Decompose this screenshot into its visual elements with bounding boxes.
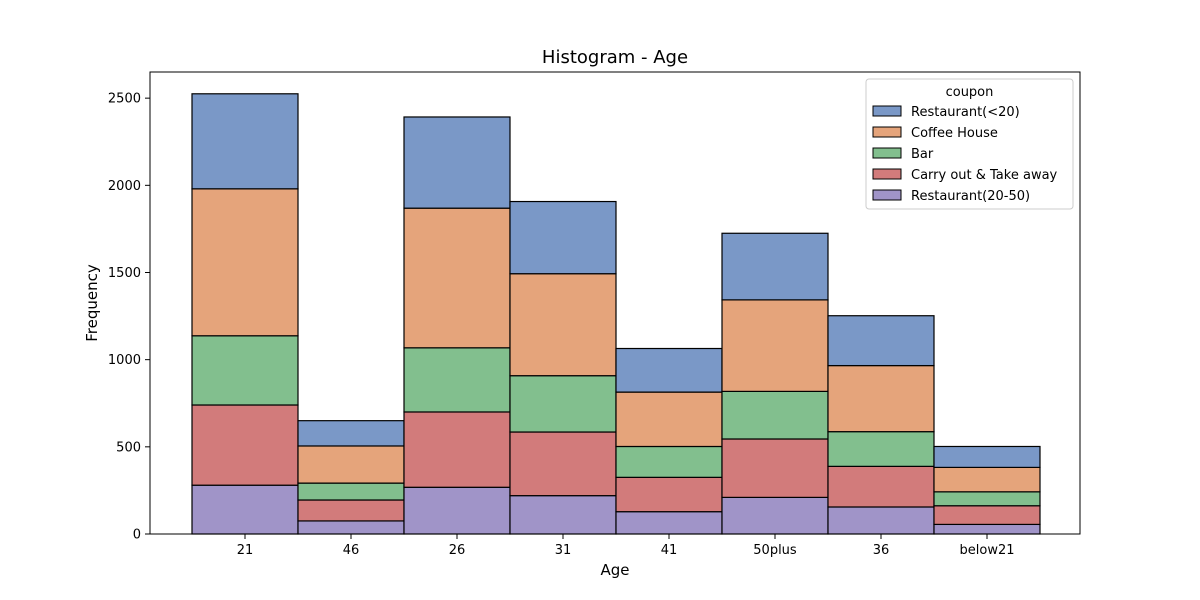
x-tick-label: 26 [449, 543, 466, 558]
bar-segment-46-1 [297, 499, 405, 522]
x-tick-label: 41 [661, 543, 678, 558]
x-tick-label: 31 [555, 543, 572, 558]
bar-segment-46-2 [297, 482, 405, 501]
bar-segment-41-3 [615, 391, 723, 448]
bar-segment-26-0 [403, 486, 511, 535]
bar-segment-50plus-2 [721, 390, 829, 440]
y-tick-label: 0 [133, 528, 141, 543]
bar-segment-41-0 [615, 511, 723, 535]
legend-label: Bar [911, 147, 934, 162]
bar-segment-36-1 [827, 465, 935, 508]
bar-segment-below21-4 [933, 445, 1041, 469]
bar-segment-21-0 [191, 484, 299, 535]
axes-group: 0 500 1000 1500 2000 2500 21 46 26 31 41 50plus 36 be… [108, 71, 1081, 558]
legend: coupon Restaurant(<20) Coffee House Bar Carr… [865, 78, 1074, 210]
bar-segment-21-3 [191, 188, 299, 337]
bar-segment-below21-2 [933, 491, 1041, 507]
x-tick-label: 50plus [753, 543, 797, 558]
bar-segment-26-4 [403, 116, 511, 209]
bar-segment-below21-0 [933, 523, 1041, 535]
bar-segment-46-3 [297, 445, 405, 484]
bar-segment-50plus-3 [721, 299, 829, 392]
legend-label: Restaurant(20-50) [911, 189, 1030, 204]
bar-segment-36-3 [827, 364, 935, 433]
bar-segment-31-1 [509, 431, 617, 497]
x-axis-title: Age [600, 561, 629, 579]
x-tick-label: 36 [873, 543, 890, 558]
plot-frame [149, 71, 1081, 535]
bar-segment-21-2 [191, 335, 299, 406]
legend-swatch [872, 147, 902, 159]
y-tick-label: 1500 [108, 266, 141, 281]
y-axis-title: Frequency [83, 264, 101, 342]
bar-segment-46-4 [297, 420, 405, 447]
bar-segment-50plus-4 [721, 232, 829, 301]
y-tick-label: 2000 [108, 179, 141, 194]
legend-swatch [872, 105, 902, 117]
bar-segment-41-4 [615, 347, 723, 393]
y-tick-label: 2500 [108, 92, 141, 107]
bar-segment-36-0 [827, 506, 935, 535]
legend-label: Restaurant(<20) [911, 105, 1020, 120]
bar-segment-below21-1 [933, 505, 1041, 526]
bar-segment-21-1 [191, 404, 299, 486]
chart-title: Histogram - Age [542, 47, 688, 68]
bars-group [191, 93, 1041, 535]
bar-segment-50plus-1 [721, 438, 829, 498]
bar-segment-36-4 [827, 315, 935, 367]
bar-segment-41-2 [615, 445, 723, 478]
legend-swatch [872, 189, 902, 201]
bar-segment-26-3 [403, 207, 511, 349]
bar-segment-41-1 [615, 476, 723, 513]
x-tick-label: 21 [237, 543, 254, 558]
bar-segment-31-2 [509, 375, 617, 433]
legend-swatch [872, 168, 902, 180]
bar-segment-26-2 [403, 347, 511, 413]
bar-segment-below21-3 [933, 466, 1041, 493]
y-tick-label: 500 [116, 440, 141, 455]
bar-segment-31-3 [509, 273, 617, 377]
bar-segment-46-0 [297, 520, 405, 535]
x-tick-label: 46 [343, 543, 360, 558]
bar-segment-21-4 [191, 93, 299, 190]
bar-segment-31-0 [509, 495, 617, 535]
legend-label: Coffee House [911, 126, 998, 141]
x-tick-label: below21 [960, 543, 1015, 558]
bar-segment-36-2 [827, 431, 935, 467]
bar-segment-31-4 [509, 200, 617, 275]
y-tick-label: 1000 [108, 353, 141, 368]
bar-segment-50plus-0 [721, 496, 829, 535]
legend-label: Carry out & Take away [911, 168, 1058, 183]
legend-box [865, 78, 1074, 210]
legend-swatch [872, 126, 902, 138]
bar-segment-26-1 [403, 411, 511, 488]
legend-title: coupon [946, 85, 994, 100]
